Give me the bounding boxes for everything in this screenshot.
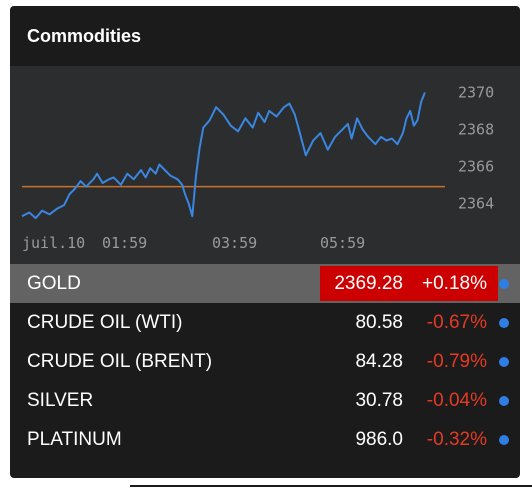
- commodity-change: -0.04%: [426, 389, 487, 411]
- commodity-name: SILVER: [27, 389, 94, 411]
- commodity-change: -0.67%: [426, 311, 487, 333]
- status-dot-icon: [499, 395, 509, 406]
- commodity-name: CRUDE OIL (BRENT): [27, 350, 213, 372]
- widget-title: Commodities: [27, 25, 142, 46]
- y-tick-label: 2370: [458, 83, 494, 101]
- widget-header: Commodities: [10, 6, 520, 66]
- commodity-price: 2369.28: [334, 272, 403, 294]
- commodity-change: -0.32%: [426, 428, 487, 450]
- y-tick-label: 2366: [458, 157, 494, 175]
- commodities-widget: Commodities 2370 2368 2366 2364 juil.10 01:59…: [10, 6, 520, 478]
- status-dot-icon: [499, 278, 509, 289]
- commodity-price: 80.58: [355, 311, 403, 333]
- price-change-highlight: [320, 266, 498, 301]
- status-dot-icon: [499, 434, 509, 445]
- commodity-price: 84.28: [355, 350, 403, 372]
- status-dot-icon: [499, 317, 509, 328]
- commodity-row-gold[interactable]: GOLD 2369.28 +0.18%: [10, 264, 520, 303]
- commodity-change: +0.18%: [422, 272, 487, 294]
- price-series-line: [21, 92, 426, 220]
- commodity-row-platinum[interactable]: PLATINUM 986.0 -0.32%: [10, 420, 520, 459]
- y-tick-label: 2364: [458, 194, 494, 212]
- commodity-name: CRUDE OIL (WTI): [27, 311, 183, 333]
- divider: [130, 485, 532, 487]
- x-tick-label: 03:59: [212, 234, 257, 252]
- x-tick-label: 05:59: [320, 234, 365, 252]
- status-dot-icon: [499, 356, 509, 367]
- commodity-price: 30.78: [355, 389, 403, 411]
- commodity-price: 986.0: [355, 428, 403, 450]
- commodity-row-crude-oil-brent[interactable]: CRUDE OIL (BRENT) 84.28 -0.79%: [10, 342, 520, 381]
- commodity-row-crude-oil-wti[interactable]: CRUDE OIL (WTI) 80.58 -0.67%: [10, 303, 520, 342]
- x-tick-label: 01:59: [102, 234, 147, 252]
- x-tick-label: juil.10: [22, 234, 85, 252]
- price-chart[interactable]: 2370 2368 2366 2364 juil.10 01:59 03:59 05:59: [10, 66, 520, 264]
- commodity-change: -0.79%: [426, 350, 487, 372]
- commodity-list: GOLD 2369.28 +0.18% CRUDE OIL (WTI) 80.5…: [10, 264, 520, 459]
- commodity-name: GOLD: [27, 272, 81, 294]
- y-tick-label: 2368: [458, 120, 494, 138]
- commodity-name: PLATINUM: [27, 428, 122, 450]
- price-chart-svg: 2370 2368 2366 2364 juil.10 01:59 03:59 05:59: [21, 83, 494, 252]
- commodity-row-silver[interactable]: SILVER 30.78 -0.04%: [10, 381, 520, 420]
